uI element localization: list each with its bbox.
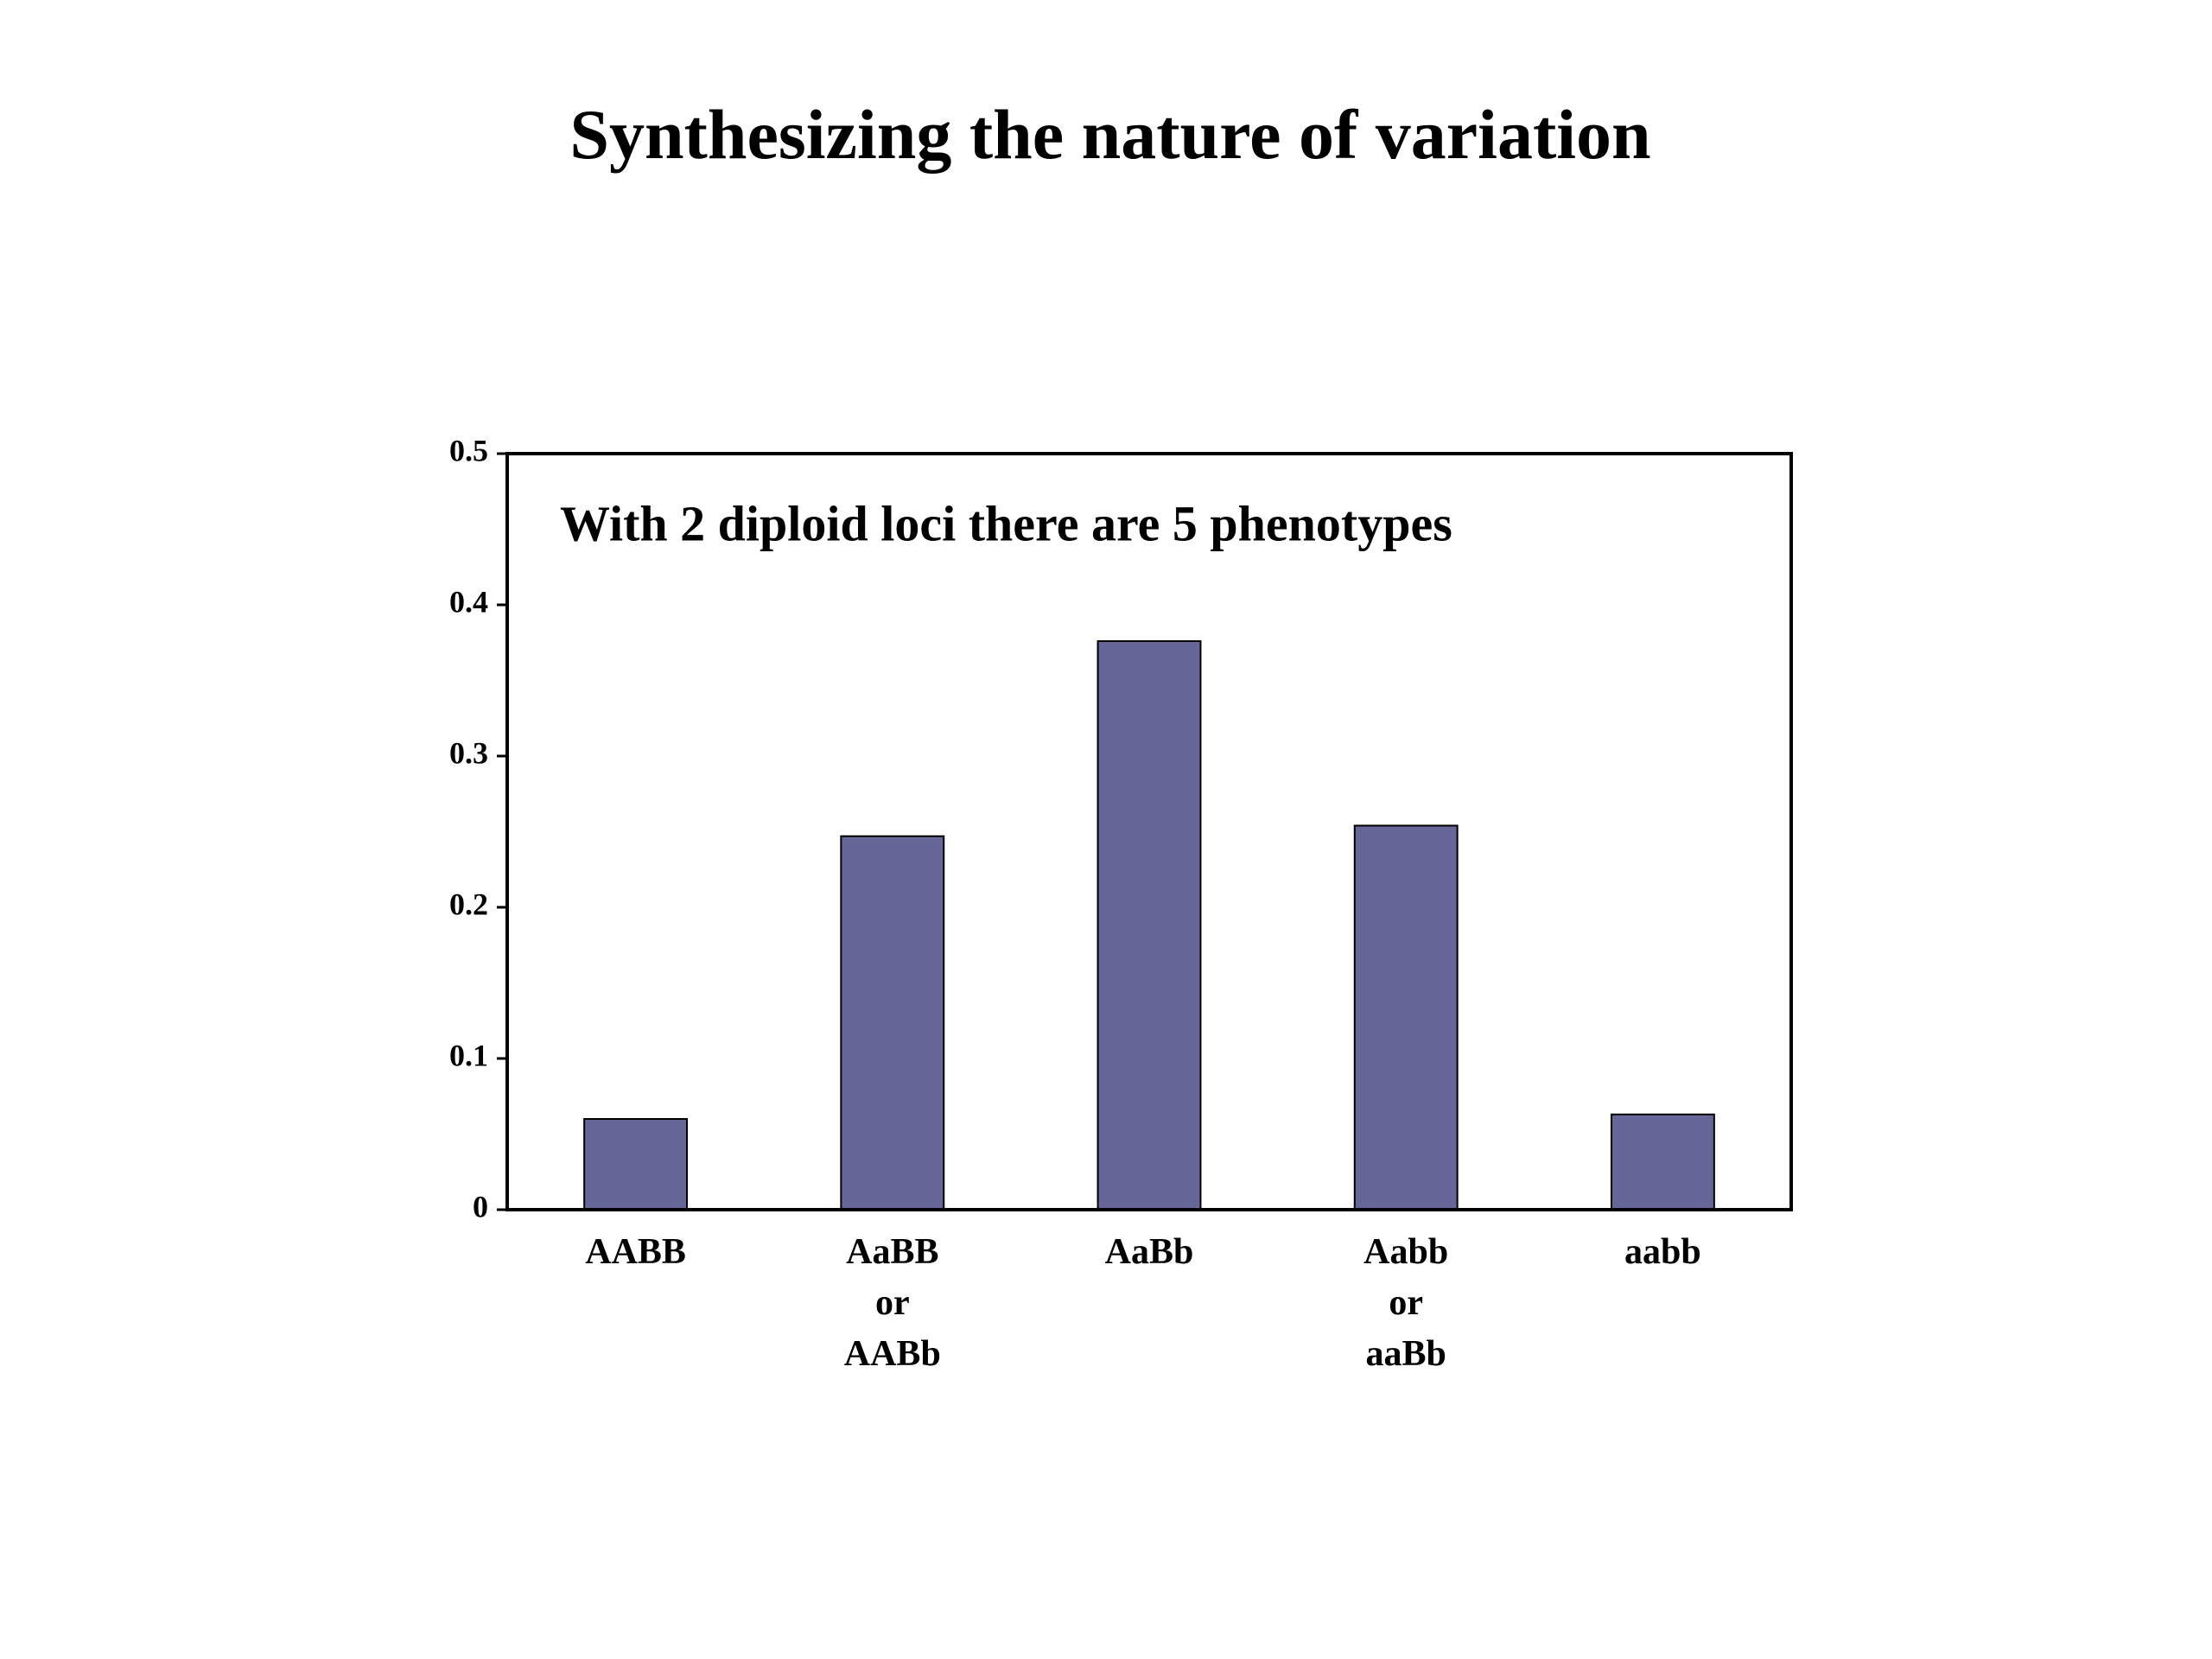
x-tick-label: AaBb — [1105, 1232, 1194, 1272]
x-tick-label: Aabb or aaBb — [1363, 1232, 1448, 1374]
annotation: With 2 diploid loci there are 5 phenotyp… — [560, 495, 1452, 551]
y-tick-label: 0.3 — [449, 735, 488, 770]
bar — [1353, 824, 1459, 1211]
y-tick-label: 0 — [473, 1189, 488, 1224]
x-tick-label: AaBB or AABb — [844, 1232, 941, 1374]
chart-title: Synthesizing the nature of variation — [569, 95, 1650, 174]
bar — [1610, 1113, 1715, 1211]
bar — [840, 835, 945, 1211]
bar — [583, 1118, 689, 1211]
plot-frame — [505, 452, 1793, 1211]
y-tick-label: 0.1 — [449, 1038, 488, 1072]
bar — [1096, 640, 1202, 1211]
y-tick-label: 0.5 — [449, 433, 488, 467]
x-tick-label: aabb — [1624, 1232, 1701, 1272]
y-tick-label: 0.4 — [449, 584, 488, 619]
y-tick-label: 0.2 — [449, 887, 488, 921]
x-tick-label: AABB — [585, 1232, 686, 1272]
